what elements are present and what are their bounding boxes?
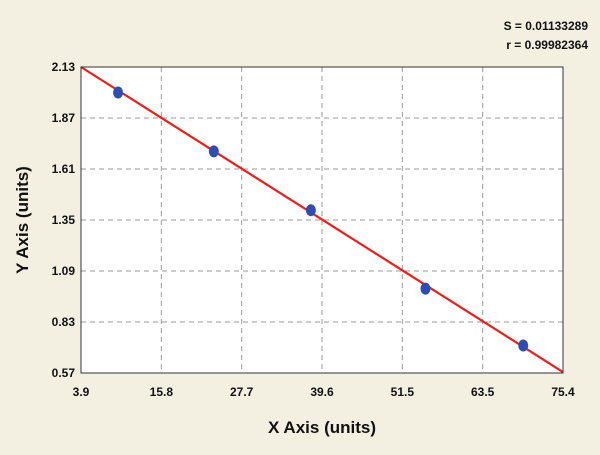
y-axis-title: Y Axis (units) [13,166,32,274]
r-statistic: r = 0.99982364 [506,38,588,52]
x-tick-label: 39.6 [310,385,334,399]
y-tick-label: 1.35 [52,213,76,227]
y-tick-labels: 0.57 0.83 1.09 1.35 1.61 1.87 2.13 [52,60,76,380]
s-statistic: S = 0.01133289 [504,19,589,33]
x-tick-label: 51.5 [391,385,415,399]
data-point [113,86,124,99]
x-axis-title: X Axis (units) [268,418,376,437]
data-point [208,145,219,158]
x-tick-label: 27.7 [230,385,254,399]
x-tick-label: 63.5 [471,385,495,399]
x-tick-labels: 3.9 15.8 27.7 39.6 51.5 63.5 75.4 [73,385,575,399]
data-point [518,339,529,352]
y-tick-label: 1.09 [52,264,76,278]
data-point [420,282,431,295]
data-point [305,204,316,217]
fit-line [80,66,564,373]
y-tick-label: 1.87 [52,111,76,125]
data-points [113,86,529,352]
y-tick-label: 1.61 [52,162,76,176]
fit-line-layer [80,66,564,373]
x-tick-label: 3.9 [73,385,90,399]
plot-frame [80,66,564,374]
y-tick-label: 0.57 [52,366,76,380]
x-tick-label: 15.8 [150,385,174,399]
x-tick-label: 75.4 [551,385,575,399]
y-tick-label: 0.83 [52,315,76,329]
y-tick-label: 2.13 [52,60,76,74]
